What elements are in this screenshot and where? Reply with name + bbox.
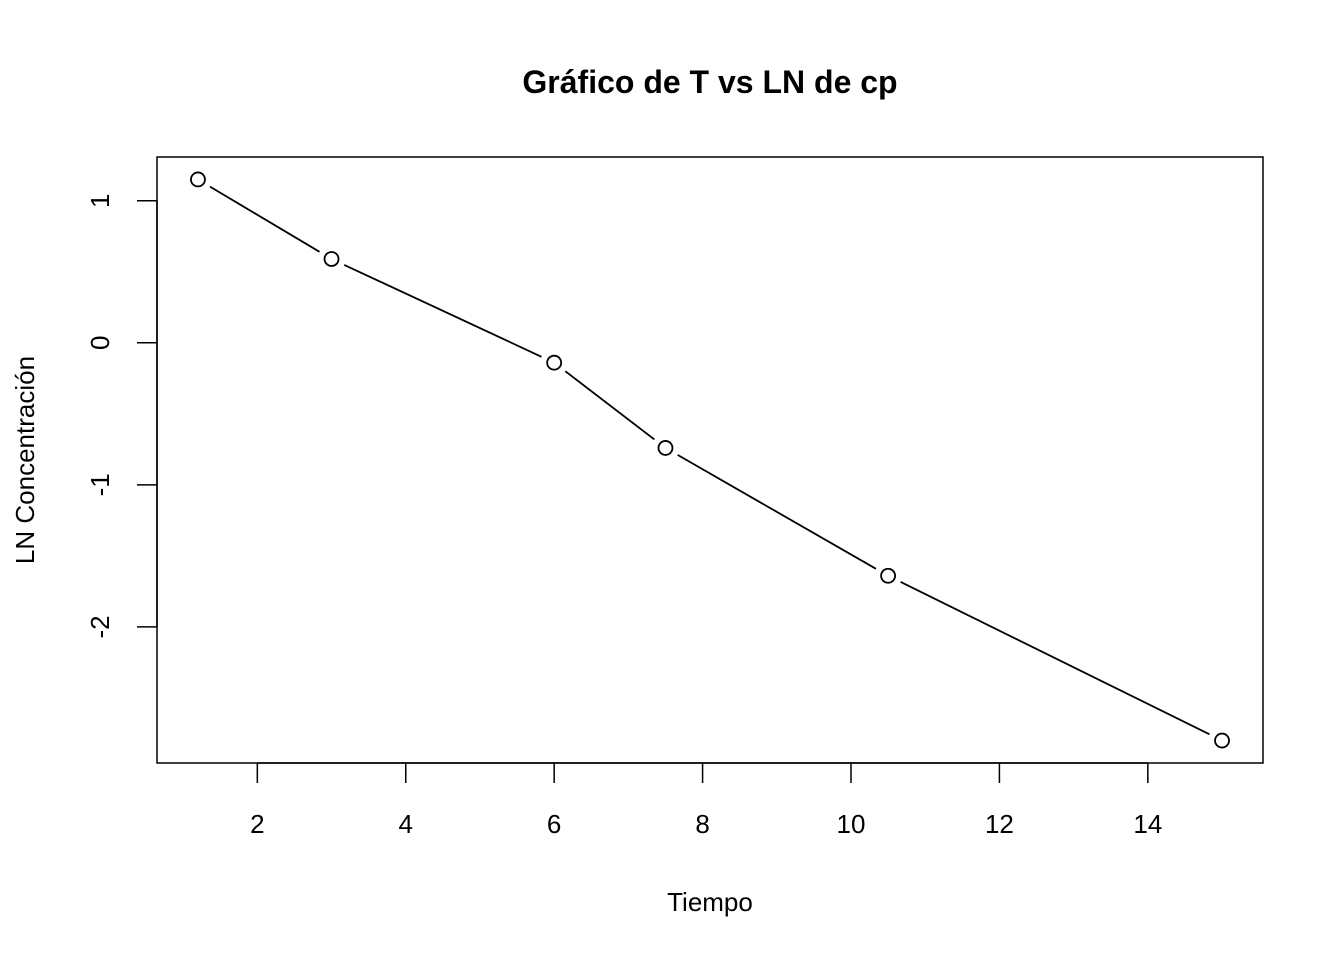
- data-point: [323, 251, 340, 267]
- y-axis-label: LN Concentración: [10, 356, 40, 564]
- data-point: [657, 440, 674, 456]
- x-tick-label: 8: [695, 809, 709, 839]
- y-tick-label: -1: [85, 473, 115, 496]
- line-segment: [564, 370, 655, 441]
- plot-frame: [156, 156, 1264, 764]
- x-axis: 2 4 6 8 10 12 14: [250, 762, 1162, 839]
- y-tick-label: 0: [85, 336, 115, 350]
- x-tick-label: 2: [250, 809, 264, 839]
- y-tick-label: 1: [85, 194, 115, 208]
- y-tick-label: -2: [85, 615, 115, 638]
- data-point: [880, 567, 896, 584]
- series: [190, 171, 1230, 749]
- x-tick-label: 10: [837, 809, 866, 839]
- data-point: [190, 171, 206, 188]
- line-segment: [677, 454, 877, 570]
- data-point: [546, 354, 563, 371]
- chart-title: Gráfico de T vs LN de cp: [522, 64, 897, 100]
- line-segment: [209, 185, 320, 253]
- y-axis: -2 -1 0 1: [85, 194, 158, 638]
- line-segment: [343, 264, 542, 358]
- x-tick-label: 14: [1133, 809, 1162, 839]
- x-tick-label: 4: [399, 809, 413, 839]
- data-point: [1214, 732, 1230, 749]
- x-axis-label: Tiempo: [667, 887, 753, 917]
- x-tick-label: 12: [985, 809, 1014, 839]
- line-segment: [900, 581, 1210, 736]
- x-tick-label: 6: [547, 809, 561, 839]
